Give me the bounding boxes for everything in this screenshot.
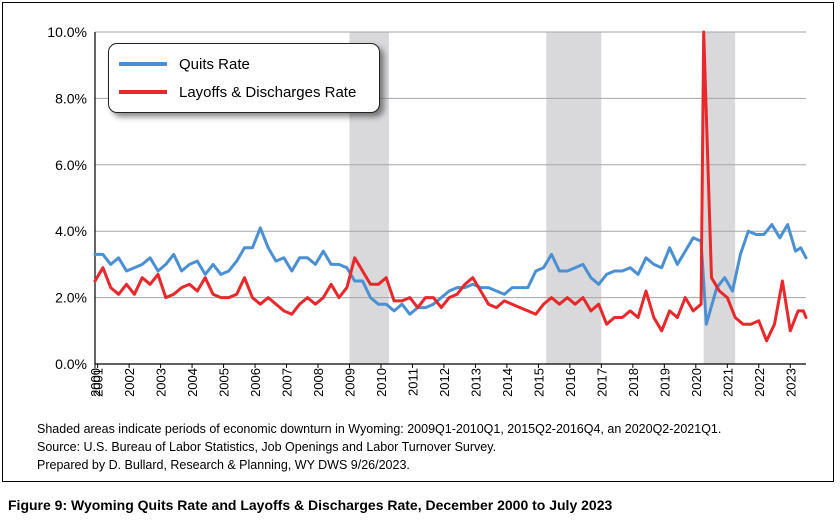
x-tick-label-4: 2004	[185, 368, 200, 397]
x-tick-label-21: 2021	[720, 368, 735, 397]
x-tick-label-8: 2008	[311, 368, 326, 397]
x-tick-label-17: 2017	[594, 368, 609, 397]
figure-caption: Figure 9: Wyoming Quits Rate and Layoffs…	[8, 497, 613, 513]
y-tick-label-2: 4.0%	[55, 223, 87, 239]
legend-item-quits: Quits Rate	[119, 54, 250, 74]
y-tick-label-5: 10.0%	[47, 24, 87, 40]
x-tick-label-9: 2009	[342, 368, 357, 397]
legend-item-layoffs: Layoffs & Discharges Rate	[119, 82, 356, 102]
chart-notes: Shaded areas indicate periods of economi…	[37, 420, 721, 474]
x-tick-label-20: 2020	[689, 368, 704, 397]
legend-swatch-layoffs	[119, 90, 167, 94]
x-tick-label-3: 2003	[154, 368, 169, 397]
x-tick-label-23: 2023	[783, 368, 798, 397]
series-line-layoffs-discharges-rate	[93, 30, 808, 343]
y-tick-label-3: 6.0%	[55, 157, 87, 173]
x-tick-label-6: 2006	[248, 368, 263, 397]
x-tick-label-13: 2013	[468, 368, 483, 397]
x-tick-label-10: 2010	[374, 368, 389, 397]
note-shading: Shaded areas indicate periods of economi…	[37, 422, 722, 436]
legend-label-layoffs: Layoffs & Discharges Rate	[179, 83, 357, 101]
note-prepared-by: Prepared by D. Bullard, Research & Plann…	[37, 458, 410, 472]
series-lines	[93, 30, 808, 343]
x-tick-label-12: 2012	[437, 368, 452, 397]
x-tick-label-14: 2014	[500, 368, 515, 397]
x-tick-label-11: 2011	[405, 368, 420, 396]
legend-swatch-quits	[119, 62, 167, 66]
y-tick-label-0: 0.0%	[55, 356, 87, 372]
legend: Quits Rate Layoffs & Discharges Rate	[108, 43, 380, 113]
x-tick-label-18: 2018	[626, 368, 641, 397]
y-tick-label-4: 8.0%	[55, 90, 87, 106]
x-tick-label-1: 2001	[91, 368, 106, 397]
x-tick-label-5: 2005	[217, 368, 232, 397]
y-tick-labels: 0.0% 2.0% 4.0% 6.0% 8.0% 10.0%	[47, 24, 87, 372]
x-tick-label-15: 2015	[531, 368, 546, 397]
x-tick-label-7: 2007	[280, 368, 295, 397]
legend-label-quits: Quits Rate	[179, 55, 250, 73]
y-tick-label-1: 2.0%	[55, 290, 87, 306]
x-tick-label-16: 2016	[563, 368, 578, 397]
x-tick-label-19: 2019	[657, 368, 672, 397]
x-tick-label-22: 2022	[752, 368, 767, 397]
axes	[94, 32, 806, 365]
x-tick-label-2: 2002	[122, 368, 137, 397]
series-line-quits-rate	[93, 223, 808, 326]
shaded-period-1	[546, 32, 602, 364]
note-source: Source: U.S. Bureau of Labor Statistics,…	[37, 440, 497, 454]
x-tick-label-0: 2000	[88, 368, 103, 397]
